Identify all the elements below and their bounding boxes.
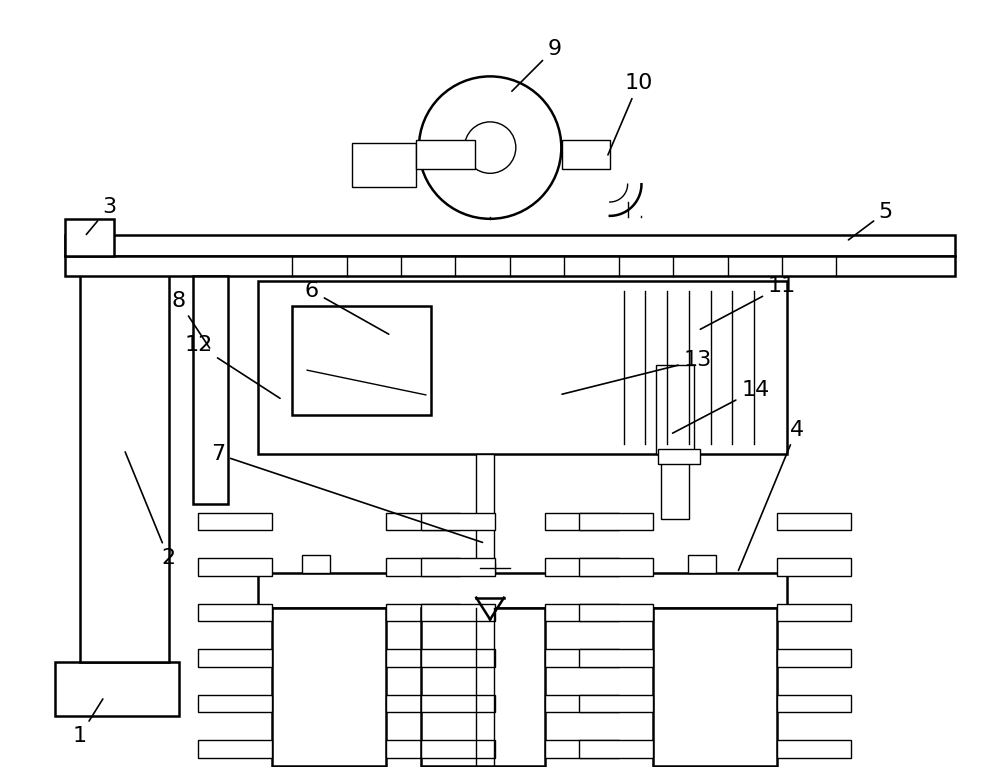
Bar bbox=[386, 695, 460, 712]
Bar bbox=[421, 604, 495, 621]
Bar bbox=[421, 558, 495, 576]
Bar bbox=[421, 695, 495, 712]
Bar bbox=[80, 266, 169, 662]
Bar bbox=[386, 513, 460, 530]
Bar bbox=[416, 140, 475, 170]
Bar bbox=[480, 563, 495, 598]
Bar bbox=[777, 604, 851, 621]
Bar bbox=[386, 649, 460, 667]
Bar bbox=[545, 604, 619, 621]
Bar bbox=[386, 558, 460, 576]
Bar bbox=[562, 140, 610, 170]
Bar bbox=[198, 740, 272, 758]
Bar bbox=[272, 608, 386, 766]
Text: 13: 13 bbox=[562, 350, 712, 394]
Text: 5: 5 bbox=[848, 202, 893, 240]
Bar bbox=[476, 454, 494, 568]
Bar bbox=[258, 573, 787, 608]
Text: 2: 2 bbox=[125, 452, 176, 568]
Bar bbox=[579, 695, 653, 712]
Bar bbox=[258, 281, 787, 454]
Bar bbox=[545, 558, 619, 576]
Bar bbox=[198, 695, 272, 712]
Bar bbox=[777, 558, 851, 576]
Bar bbox=[777, 649, 851, 667]
Bar bbox=[65, 234, 955, 257]
Bar bbox=[198, 558, 272, 576]
Bar bbox=[579, 513, 653, 530]
Bar bbox=[292, 306, 431, 415]
Text: 12: 12 bbox=[184, 335, 280, 399]
Text: 8: 8 bbox=[171, 291, 210, 348]
Bar bbox=[579, 558, 653, 576]
Text: 9: 9 bbox=[512, 39, 561, 91]
Text: 7: 7 bbox=[211, 444, 483, 542]
Text: 4: 4 bbox=[738, 419, 804, 571]
Bar bbox=[65, 257, 955, 276]
Bar bbox=[656, 365, 694, 454]
Bar bbox=[545, 513, 619, 530]
Bar bbox=[198, 513, 272, 530]
Bar bbox=[777, 740, 851, 758]
Bar bbox=[688, 555, 716, 573]
Bar bbox=[658, 449, 700, 464]
Bar bbox=[352, 143, 416, 187]
Bar bbox=[421, 740, 495, 758]
Bar bbox=[579, 604, 653, 621]
Polygon shape bbox=[476, 598, 504, 619]
Text: 3: 3 bbox=[86, 197, 116, 234]
Bar bbox=[302, 555, 330, 573]
Bar bbox=[545, 649, 619, 667]
Bar bbox=[653, 608, 777, 766]
Bar bbox=[421, 649, 495, 667]
Bar bbox=[386, 740, 460, 758]
Bar bbox=[421, 513, 495, 530]
Bar bbox=[55, 662, 179, 716]
Bar bbox=[198, 604, 272, 621]
Bar bbox=[661, 454, 689, 519]
Text: 10: 10 bbox=[608, 73, 653, 155]
Text: 6: 6 bbox=[305, 281, 389, 334]
Bar bbox=[579, 740, 653, 758]
Bar bbox=[777, 513, 851, 530]
Bar bbox=[386, 604, 460, 621]
Text: 14: 14 bbox=[673, 380, 769, 433]
Bar bbox=[777, 695, 851, 712]
Bar bbox=[545, 695, 619, 712]
Bar bbox=[193, 276, 228, 503]
Text: 11: 11 bbox=[700, 276, 796, 329]
Bar bbox=[198, 649, 272, 667]
Text: 1: 1 bbox=[73, 699, 103, 746]
Bar bbox=[421, 608, 545, 766]
Bar bbox=[579, 649, 653, 667]
Bar bbox=[65, 219, 114, 257]
Bar bbox=[545, 740, 619, 758]
